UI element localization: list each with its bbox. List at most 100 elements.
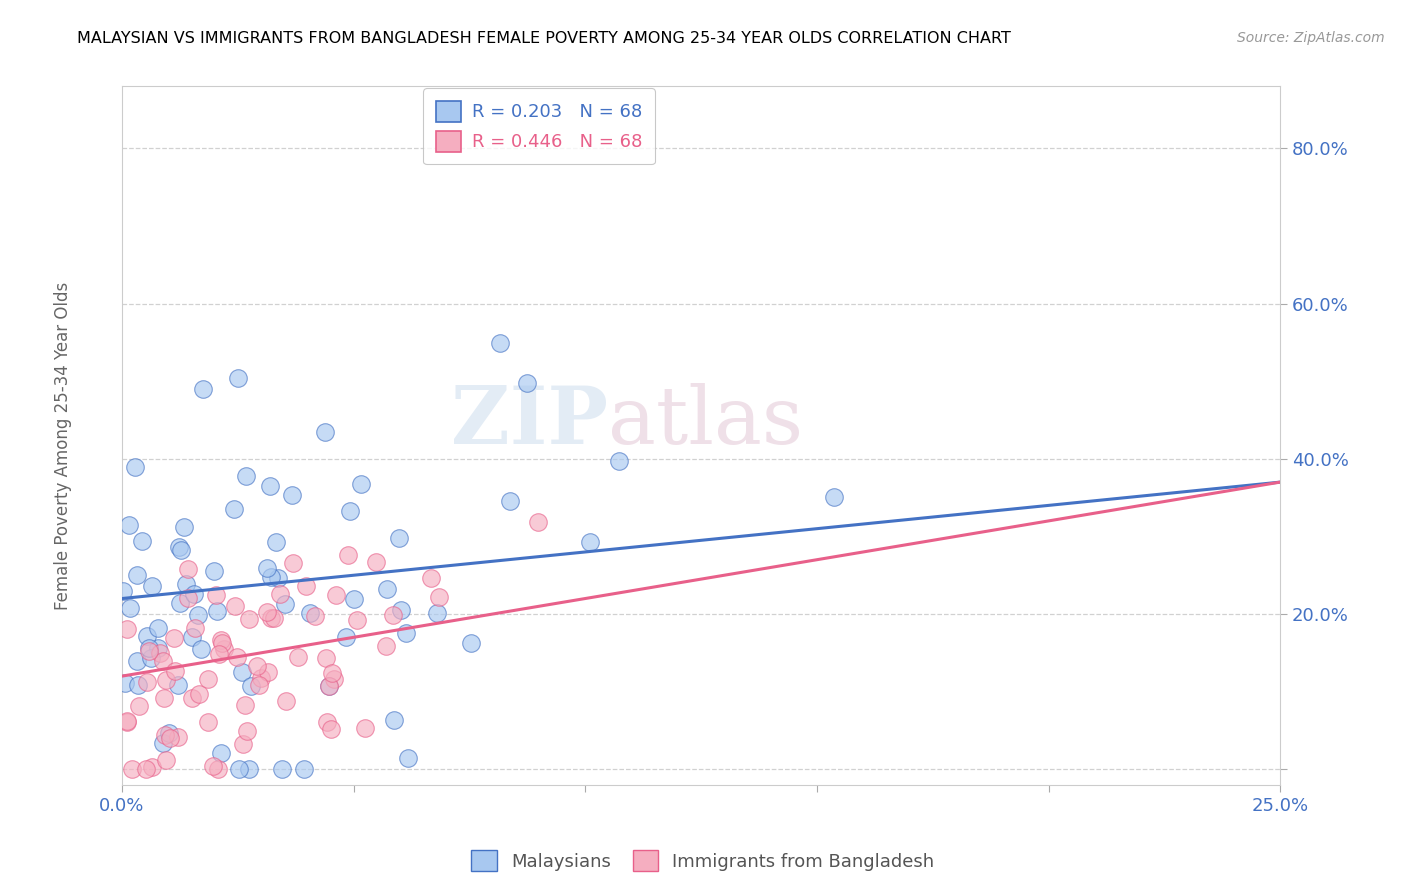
Point <box>274 694 297 708</box>
Point <box>114 675 136 690</box>
Point <box>121 762 143 776</box>
Point <box>325 588 347 602</box>
Point <box>318 679 340 693</box>
Point <box>366 555 388 569</box>
Point <box>167 677 190 691</box>
Point <box>233 698 256 712</box>
Point <box>274 598 297 612</box>
Point <box>187 607 209 622</box>
Point <box>304 609 326 624</box>
Point <box>235 723 257 738</box>
Point <box>135 675 157 690</box>
Point <box>159 731 181 745</box>
Point <box>256 605 278 619</box>
Point <box>249 671 271 685</box>
Point <box>177 562 200 576</box>
Point <box>208 648 231 662</box>
Point <box>375 639 398 653</box>
Point <box>260 611 283 625</box>
Point <box>256 561 278 575</box>
Point <box>316 714 339 729</box>
Point <box>323 673 346 687</box>
Point <box>118 600 141 615</box>
Point <box>115 622 138 636</box>
Point <box>138 644 160 658</box>
Point <box>205 604 228 618</box>
Point <box>267 571 290 585</box>
Point <box>209 747 232 761</box>
Point <box>188 687 211 701</box>
Point <box>153 728 176 742</box>
Point <box>180 690 202 705</box>
Point <box>146 621 169 635</box>
Point <box>184 621 207 635</box>
Point <box>460 636 482 650</box>
Point <box>346 613 368 627</box>
Point <box>228 762 250 776</box>
Point <box>138 640 160 655</box>
Point <box>318 679 340 693</box>
Point <box>173 520 195 534</box>
Point <box>181 630 204 644</box>
Point <box>127 654 149 668</box>
Text: Source: ZipAtlas.com: Source: ZipAtlas.com <box>1237 31 1385 45</box>
Point <box>131 534 153 549</box>
Point <box>222 501 245 516</box>
Text: ZIP: ZIP <box>451 383 609 460</box>
Legend: R = 0.203   N = 68, R = 0.446   N = 68: R = 0.203 N = 68, R = 0.446 N = 68 <box>423 88 655 164</box>
Point <box>155 754 177 768</box>
Point <box>225 649 247 664</box>
Point <box>155 673 177 687</box>
Point <box>183 587 205 601</box>
Point <box>381 608 404 623</box>
Point <box>382 713 405 727</box>
Point <box>427 591 450 605</box>
Text: atlas: atlas <box>609 383 804 460</box>
Point <box>146 640 169 655</box>
Point <box>211 635 233 649</box>
Point <box>163 632 186 646</box>
Point <box>319 722 342 736</box>
Point <box>111 583 134 598</box>
Point <box>141 651 163 665</box>
Point <box>238 762 260 776</box>
Point <box>354 721 377 735</box>
Point <box>246 659 269 673</box>
Point <box>117 518 139 533</box>
Point <box>190 641 212 656</box>
Point <box>135 762 157 776</box>
Point <box>152 736 174 750</box>
Point <box>269 587 291 601</box>
Point <box>396 751 419 765</box>
Point <box>115 714 138 729</box>
Point <box>337 549 360 563</box>
Point <box>335 630 357 644</box>
Point <box>395 625 418 640</box>
Point <box>205 588 228 602</box>
Point <box>298 607 321 621</box>
Point <box>207 762 229 776</box>
Point <box>127 678 149 692</box>
Point <box>124 459 146 474</box>
Legend: Malaysians, Immigrants from Bangladesh: Malaysians, Immigrants from Bangladesh <box>464 843 942 879</box>
Point <box>419 571 441 585</box>
Point <box>202 564 225 578</box>
Point <box>169 596 191 610</box>
Point <box>197 714 219 729</box>
Point <box>263 610 285 624</box>
Point <box>235 469 257 483</box>
Point <box>157 726 180 740</box>
Point <box>823 490 845 504</box>
Point <box>264 534 287 549</box>
Point <box>224 599 246 613</box>
Point <box>191 382 214 396</box>
Text: Female Poverty Among 25-34 Year Olds: Female Poverty Among 25-34 Year Olds <box>55 282 72 610</box>
Point <box>152 690 174 705</box>
Point <box>339 504 361 518</box>
Point <box>197 672 219 686</box>
Point <box>165 664 187 678</box>
Point <box>166 730 188 744</box>
Point <box>177 591 200 606</box>
Point <box>141 579 163 593</box>
Point <box>128 698 150 713</box>
